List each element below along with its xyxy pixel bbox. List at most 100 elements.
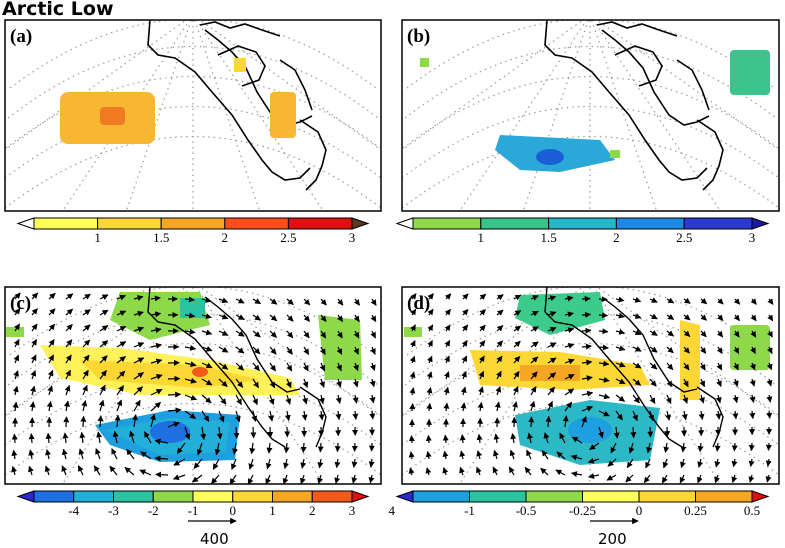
wind-vector <box>581 359 593 366</box>
wind-vector <box>269 362 276 372</box>
wind-vector <box>478 386 484 396</box>
wind-vector <box>700 314 707 321</box>
wind-vector <box>11 433 18 444</box>
wind-vector <box>269 330 277 338</box>
wind-vector <box>767 298 774 305</box>
wind-vector <box>229 474 237 484</box>
colorbar-tick-label: 1 <box>94 230 101 245</box>
wind-vector <box>749 394 756 403</box>
reference-vector-label-d: 200 <box>598 530 627 548</box>
wind-vector <box>45 449 52 460</box>
wind-vector <box>530 326 539 332</box>
panel-b: (b) 1 1.5 2 2.5 3 <box>395 19 780 245</box>
colorbar-tick-label: -3 <box>108 503 119 518</box>
wind-vector <box>410 324 416 332</box>
wind-vector <box>154 455 169 462</box>
colorbar-tick-label: -2 <box>148 503 159 518</box>
vectors-c <box>11 292 377 484</box>
wind-vector <box>44 465 51 476</box>
wind-vector <box>302 362 309 372</box>
wind-vector <box>598 410 610 417</box>
wind-vector <box>334 474 341 484</box>
wind-vector <box>632 329 642 336</box>
wind-vector <box>697 458 704 468</box>
wind-vector <box>11 449 18 460</box>
wind-vector <box>126 448 135 460</box>
wind-vector <box>95 448 101 460</box>
wind-vector <box>218 297 229 304</box>
colorbar-end-low <box>16 490 35 503</box>
wind-vector <box>680 442 687 453</box>
wind-vector <box>334 442 341 453</box>
wind-vector <box>368 458 375 468</box>
reference-vector-label-c: 400 <box>200 530 229 548</box>
wind-vector <box>286 298 294 306</box>
wind-vector <box>564 311 574 318</box>
wind-vector <box>559 432 566 444</box>
wind-vector <box>247 474 254 484</box>
wind-vector <box>733 314 740 322</box>
wind-vector <box>571 471 583 478</box>
vectors-d <box>408 293 774 484</box>
wind-vector <box>172 474 186 481</box>
wind-vector <box>97 415 104 428</box>
wind-vector <box>462 309 469 316</box>
wind-vector <box>196 442 203 456</box>
colorbar-segment <box>695 490 753 503</box>
colorbar-end-high <box>751 490 770 503</box>
colorbar-tick-label: 2 <box>613 230 620 245</box>
wind-vector <box>300 442 307 453</box>
wind-vector <box>459 466 465 476</box>
graticule-b <box>402 20 779 211</box>
wind-vector <box>731 474 738 483</box>
wind-vector <box>581 343 592 350</box>
colorbar-tick-label: 0 <box>636 503 643 518</box>
colorbar-segment <box>113 490 154 503</box>
wind-vector <box>235 330 245 337</box>
wind-vector <box>233 426 240 439</box>
wind-vector <box>733 362 739 371</box>
wind-vector <box>632 362 642 369</box>
wind-vector <box>444 339 451 348</box>
wind-vector <box>176 442 186 455</box>
wind-vector <box>409 355 416 364</box>
wind-vector <box>598 328 609 335</box>
wind-vector <box>286 362 293 372</box>
wind-vector <box>369 410 376 420</box>
colorbar-segment <box>412 490 470 503</box>
colorbar-segment <box>192 490 234 503</box>
wind-vector <box>530 386 537 396</box>
wind-vector <box>444 293 452 300</box>
wind-vector <box>300 458 307 469</box>
wind-vector <box>715 410 722 420</box>
wind-vector <box>598 312 609 319</box>
wind-vector <box>173 458 186 466</box>
coastlines-c <box>147 287 327 448</box>
wind-vector <box>336 346 343 355</box>
wind-vector <box>82 324 91 332</box>
wind-vector <box>116 341 127 348</box>
wind-vector <box>716 346 723 355</box>
wind-vector <box>268 394 275 406</box>
wind-vector <box>732 378 739 387</box>
wind-vector <box>218 410 225 423</box>
wind-vector <box>643 474 651 484</box>
wind-vector <box>564 343 575 349</box>
wind-vector <box>680 458 686 469</box>
wind-vector <box>581 405 593 412</box>
wind-vector <box>615 361 626 368</box>
wind-vector <box>65 293 74 300</box>
colorbar-tick-label: 2.5 <box>676 230 692 245</box>
wind-vector <box>646 442 652 454</box>
wind-vector <box>665 410 671 421</box>
wind-vector <box>81 400 88 412</box>
wind-vector <box>48 308 56 316</box>
wind-vector <box>496 294 504 301</box>
wind-vector <box>442 450 449 460</box>
colorbar-tick-label: 0 <box>230 503 237 518</box>
wind-vector <box>714 458 721 468</box>
wind-vector <box>750 346 756 355</box>
wind-vector <box>427 324 434 332</box>
